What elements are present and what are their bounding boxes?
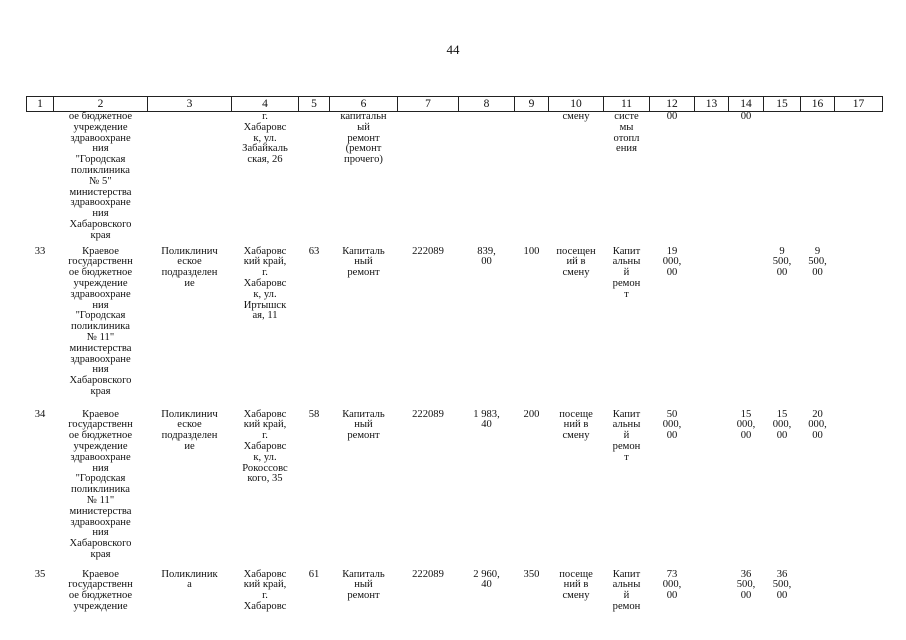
institution-cell: Краевое государственн ое бюджетное учреж… bbox=[68, 568, 133, 612]
work-type-cell: капитальн ый ремонт (ремонт прочего) bbox=[340, 111, 387, 166]
capacity-cell: 350 bbox=[523, 568, 540, 580]
wear-cell: 63 bbox=[308, 245, 320, 257]
capacity-cell: 100 bbox=[523, 245, 540, 257]
header-cell: 13 bbox=[694, 96, 729, 112]
cost-cell bbox=[835, 242, 883, 407]
cost-cell bbox=[835, 407, 883, 568]
address-cell: г. Хабаровс к, ул. Забайкаль ская, 26 bbox=[242, 111, 288, 166]
row-number: 34 bbox=[34, 408, 46, 420]
capacity-unit-cell: смену bbox=[562, 111, 590, 122]
institution-cell: ое бюджетное учреждение здравоохране ния… bbox=[68, 111, 133, 241]
header-cell: 15 bbox=[763, 96, 801, 112]
object-cell: Поликлинич еское подразделен ие bbox=[161, 245, 218, 289]
cost-cell: 36 500, 00 bbox=[736, 568, 756, 602]
table-row: 33 Краевое государственн ое бюджетное уч… bbox=[27, 242, 883, 407]
capacity-unit-cell: посеще ний в смену bbox=[559, 568, 593, 602]
header-row: 1 2 3 4 5 6 7 8 9 10 11 12 13 14 15 16 1… bbox=[26, 96, 883, 112]
cost-cell: 9 500, 00 bbox=[808, 245, 827, 279]
work-kind-cell: Капит альны й ремон т bbox=[612, 245, 641, 300]
header-cell: 4 bbox=[231, 96, 299, 112]
object-cell: Поликлинич еское подразделен ие bbox=[161, 408, 218, 452]
header-cell: 6 bbox=[329, 96, 398, 112]
cost-cell bbox=[729, 242, 764, 407]
area-cell: 839, 00 bbox=[477, 245, 496, 268]
institution-cell: Краевое государственн ое бюджетное учреж… bbox=[68, 245, 133, 397]
work-kind-cell: Капит альны й ремон т bbox=[612, 408, 641, 463]
work-kind-cell: систе мы отопл ения bbox=[613, 111, 640, 155]
header-cell: 7 bbox=[397, 96, 459, 112]
code-cell: 222089 bbox=[412, 245, 444, 257]
cost-cell bbox=[695, 242, 729, 407]
cost-cell bbox=[835, 568, 883, 613]
cost-cell bbox=[801, 568, 835, 613]
page-number: 44 bbox=[446, 42, 460, 57]
area-cell: 1 983, 40 bbox=[473, 408, 500, 431]
header-cell: 1 bbox=[26, 96, 54, 112]
cost-cell: 20 000, 00 bbox=[808, 408, 827, 442]
cost-cell: 36 500, 00 bbox=[772, 568, 792, 602]
header-cell: 9 bbox=[514, 96, 549, 112]
header-cell: 10 bbox=[548, 96, 604, 112]
cost-cell: 15 000, 00 bbox=[772, 408, 792, 442]
table-row: 35 Краевое государственн ое бюджетное уч… bbox=[27, 568, 883, 613]
capacity-cell: 200 bbox=[523, 408, 540, 420]
code-cell: 222089 bbox=[412, 408, 444, 420]
cost-cell: 9 500, 00 bbox=[772, 245, 792, 279]
work-type-cell: Капиталь ный ремонт bbox=[342, 245, 385, 279]
total-cost-cell: 00 bbox=[666, 111, 678, 122]
area-cell: 2 960, 40 bbox=[473, 568, 500, 591]
work-type-cell: Капиталь ный ремонт bbox=[342, 568, 385, 602]
capacity-unit-cell: посещен ий в смену bbox=[556, 245, 596, 279]
header-cell: 5 bbox=[298, 96, 330, 112]
address-cell: Хабаровс кий край, г. Хабаровс bbox=[243, 568, 287, 612]
wear-cell: 58 bbox=[308, 408, 320, 420]
cost-cell bbox=[695, 568, 729, 613]
table-row-continued: ое бюджетное учреждение здравоохране ния… bbox=[27, 111, 883, 242]
cost-cell bbox=[695, 407, 729, 568]
object-cell: Поликлиник а bbox=[161, 568, 218, 591]
header-cell: 16 bbox=[800, 96, 835, 112]
total-cost-cell: 50 000, 00 bbox=[662, 408, 682, 442]
capacity-unit-cell: посеще ний в смену bbox=[559, 408, 593, 442]
header-cell: 17 bbox=[834, 96, 883, 112]
wear-cell: 61 bbox=[308, 568, 320, 580]
header-cell: 2 bbox=[53, 96, 148, 112]
program-table: 1 2 3 4 5 6 7 8 9 10 11 12 13 14 15 16 1… bbox=[26, 96, 883, 613]
header-cell: 11 bbox=[603, 96, 650, 112]
address-cell: Хабаровс кий край, г. Хабаровс к, ул. Ро… bbox=[242, 408, 288, 485]
work-type-cell: Капиталь ный ремонт bbox=[342, 408, 385, 442]
header-cell: 14 bbox=[728, 96, 764, 112]
cost-cell: 15 000, 00 bbox=[736, 408, 756, 442]
header-cell: 12 bbox=[649, 96, 695, 112]
row-number: 35 bbox=[34, 568, 46, 580]
header-cell: 8 bbox=[458, 96, 515, 112]
institution-cell: Краевое государственн ое бюджетное учреж… bbox=[68, 408, 133, 560]
row-number: 33 bbox=[34, 245, 46, 257]
total-cost-cell: 73 000, 00 bbox=[662, 568, 682, 602]
address-cell: Хабаровс кий край, г. Хабаровс к, ул. Ир… bbox=[243, 245, 287, 322]
table-row: 34 Краевое государственн ое бюджетное уч… bbox=[27, 407, 883, 568]
cost-cell: 00 bbox=[740, 111, 752, 122]
code-cell: 222089 bbox=[412, 568, 444, 580]
total-cost-cell: 19 000, 00 bbox=[662, 245, 682, 279]
work-kind-cell: Капит альны й ремон bbox=[612, 568, 641, 612]
header-cell: 3 bbox=[147, 96, 232, 112]
